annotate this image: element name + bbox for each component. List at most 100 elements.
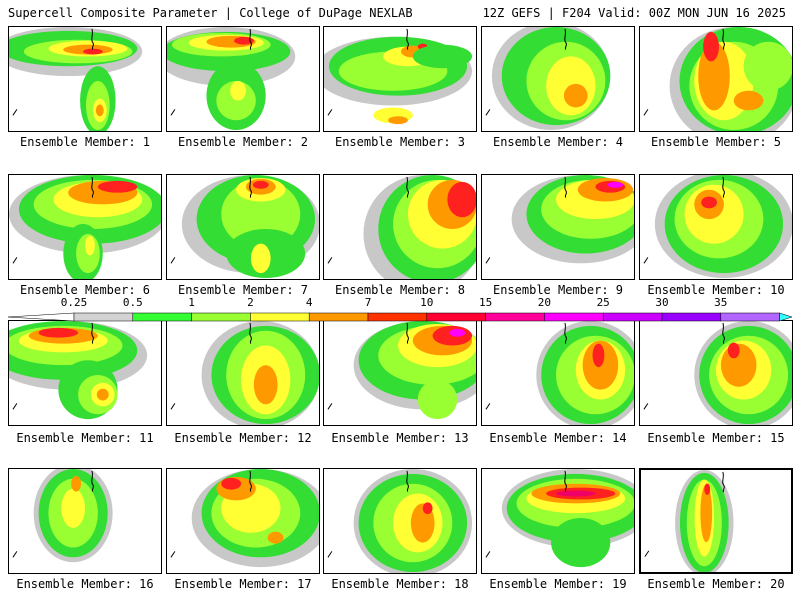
panel-label: Ensemble Member: 15 <box>647 431 785 445</box>
coastline <box>12 551 18 558</box>
ensemble-panel-1[interactable] <box>8 26 162 132</box>
scp-map-3 <box>324 28 473 125</box>
contour-blob <box>422 502 433 515</box>
coastline <box>91 470 94 492</box>
panel-label: Ensemble Member: 4 <box>492 135 624 149</box>
panel-label: Ensemble Member: 3 <box>334 135 466 149</box>
ensemble-panel-10[interactable] <box>639 174 793 280</box>
contour-blob <box>417 379 458 420</box>
coastline <box>643 403 649 410</box>
colorbar-label: 7 <box>364 296 372 309</box>
contour-blob <box>607 181 624 188</box>
coastline <box>249 470 252 492</box>
ensemble-panel-3[interactable] <box>323 26 477 132</box>
colorbar-label: 2 <box>247 296 254 309</box>
colorbar-segment <box>426 312 486 322</box>
ensemble-panel-9[interactable] <box>481 174 635 280</box>
page-title: Supercell Composite Parameter | College … <box>8 6 413 20</box>
contour-blob <box>556 490 596 497</box>
contour-blob <box>250 243 271 274</box>
colorbar-segment <box>132 312 192 322</box>
coastline <box>485 109 491 116</box>
scp-map-13 <box>327 321 476 420</box>
scp-map-15 <box>643 321 792 425</box>
colorbar-label: 0.25 <box>60 296 88 309</box>
ensemble-panel-16[interactable] <box>8 468 162 574</box>
colorbar-segment <box>191 312 251 322</box>
ensemble-panel-20[interactable] <box>639 468 793 574</box>
colorbar-scale <box>7 312 793 322</box>
coastline <box>406 470 409 492</box>
coastline <box>327 551 333 558</box>
scp-map-9 <box>485 175 634 264</box>
scp-map-10 <box>643 175 792 279</box>
scp-map-5 <box>643 27 792 131</box>
panel-label: Ensemble Member: 13 <box>331 431 469 445</box>
contour-blob <box>71 475 82 492</box>
contour-blob <box>563 83 588 108</box>
contour-blob <box>700 484 713 543</box>
scp-map-7 <box>170 175 319 279</box>
colorbar-label: 35 <box>714 296 728 309</box>
colorbar-label: 1 <box>188 296 195 309</box>
colorbar-right-arrow <box>779 312 793 322</box>
colorbar-segment <box>73 312 134 322</box>
coastline <box>564 470 567 492</box>
ensemble-panel-5[interactable] <box>639 26 793 132</box>
ensemble-panel-18[interactable] <box>323 468 477 574</box>
coastline <box>170 109 176 116</box>
coastline <box>91 176 94 198</box>
coastline <box>485 551 491 558</box>
scp-map-20 <box>644 470 734 572</box>
ensemble-panel-7[interactable] <box>166 174 320 280</box>
ensemble-panel-12[interactable] <box>166 320 320 426</box>
panel-label: Ensemble Member: 5 <box>650 135 782 149</box>
coastline <box>406 322 409 344</box>
coastline <box>485 403 491 410</box>
contour-blob <box>701 196 717 209</box>
scp-map-8 <box>327 175 476 279</box>
contour-blob <box>703 31 719 62</box>
ensemble-panel-15[interactable] <box>639 320 793 426</box>
contour-blob <box>61 488 85 528</box>
ensemble-panel-11[interactable] <box>8 320 162 426</box>
coastline <box>12 403 18 410</box>
panel-label: Ensemble Member: 6 <box>19 283 151 297</box>
coastline <box>91 322 94 344</box>
panel-label: Ensemble Member: 2 <box>177 135 309 149</box>
coastline <box>643 109 649 116</box>
ensemble-panel-14[interactable] <box>481 320 635 426</box>
coastline <box>406 28 409 50</box>
colorbar-label: 20 <box>537 296 552 309</box>
ensemble-panel-8[interactable] <box>323 174 477 280</box>
contour-blob <box>221 477 242 490</box>
ensemble-panel-19[interactable] <box>481 468 635 574</box>
contour-blob <box>551 518 611 568</box>
ensemble-panel-13[interactable] <box>323 320 477 426</box>
scp-map-1 <box>9 27 143 131</box>
colorbar-segment <box>661 312 722 322</box>
panel-label: Ensemble Member: 19 <box>489 577 627 591</box>
ensemble-panel-6[interactable] <box>8 174 162 280</box>
colorbar-label: 15 <box>478 296 493 309</box>
panel-label: Ensemble Member: 1 <box>19 135 151 149</box>
colorbar-label: 4 <box>305 296 313 309</box>
ensemble-panel-4[interactable] <box>481 26 635 132</box>
contour-blob <box>449 328 466 337</box>
panel-label: Ensemble Member: 8 <box>334 283 466 297</box>
colorbar-segment <box>250 312 310 322</box>
contour-blob <box>592 343 605 368</box>
panel-label: Ensemble Member: 18 <box>331 577 469 591</box>
colorbar-segment <box>485 312 545 322</box>
colorbar-label: 0.5 <box>122 296 143 309</box>
panel-label: Ensemble Member: 12 <box>174 431 312 445</box>
contour-blob <box>96 388 109 401</box>
colorbar <box>7 302 793 324</box>
contour-blob <box>95 104 104 117</box>
ensemble-panel-2[interactable] <box>166 26 320 132</box>
coastline <box>170 403 176 410</box>
coastline <box>722 28 725 50</box>
coastline <box>327 403 333 410</box>
ensemble-panel-17[interactable] <box>166 468 320 574</box>
colorbar-segment <box>544 312 604 322</box>
